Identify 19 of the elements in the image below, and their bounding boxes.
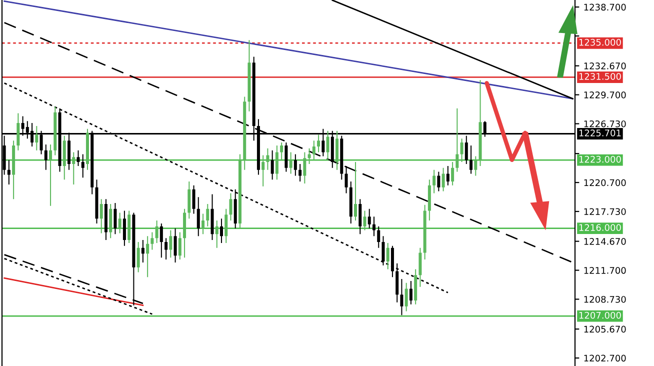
candlestick bbox=[363, 210, 366, 230]
y-tick-label: 1217.730 bbox=[584, 208, 626, 216]
ref-line-label: 1225.701 bbox=[579, 130, 621, 136]
ref-line-label: 1231.500 bbox=[579, 73, 621, 80]
y-tick-label: 1220.700 bbox=[584, 179, 626, 186]
y-tick-label: 1208.730 bbox=[584, 296, 626, 303]
y-tick-label: 1238.700 bbox=[584, 4, 626, 11]
y-tick-label: 1202.700 bbox=[584, 354, 626, 362]
y-tick-label: 1232.670 bbox=[584, 62, 626, 70]
candlestick bbox=[76, 150, 80, 166]
ref-line-label: 1216.000 bbox=[579, 224, 621, 231]
ref-line-label: 1223.000 bbox=[579, 156, 621, 163]
y-tick-label: 1211.700 bbox=[584, 266, 626, 274]
y-tick-label: 1205.670 bbox=[584, 326, 626, 333]
y-tick-label: 1226.730 bbox=[584, 120, 626, 128]
ref-line-label: 1235.000 bbox=[579, 38, 621, 46]
ref-line-label: 1207.000 bbox=[579, 312, 621, 319]
y-tick-label: 1214.670 bbox=[584, 238, 626, 245]
y-tick-label: 1229.700 bbox=[584, 91, 626, 98]
